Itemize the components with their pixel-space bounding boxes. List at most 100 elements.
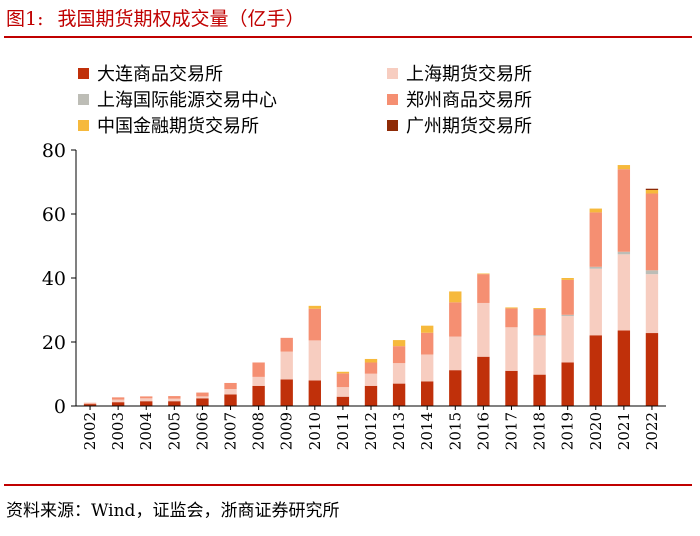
bar-cffex-2021 <box>617 165 631 170</box>
bar-ine-2022 <box>645 270 659 275</box>
x-tick-label-2013: 2013 <box>390 412 408 450</box>
x-axis: 2002 2003 2004 2005 2006 2007 2008 2009 2010 2011… <box>76 405 666 450</box>
bar-shfe-2022 <box>645 274 659 334</box>
bar-gfex-2022 <box>645 188 659 190</box>
bar-dce-2009 <box>280 379 293 406</box>
legend-label-shfe: 上海期货交易所 <box>406 64 532 85</box>
bar-czce-2004 <box>140 396 153 399</box>
bar-shfe-2003 <box>111 399 125 403</box>
x-tick-label-2021: 2021 <box>615 412 633 450</box>
bar-dce-2002 <box>83 404 97 406</box>
bar-ine-2019 <box>561 314 574 317</box>
legend-label-czce: 郑州商品交易所 <box>406 90 532 111</box>
bar-dce-2011 <box>336 396 350 406</box>
bar-dce-2010 <box>308 380 321 406</box>
title-rule <box>4 36 692 38</box>
x-tick-label-2018: 2018 <box>531 412 549 450</box>
bar-ine-2018 <box>533 335 546 337</box>
legend-item-shfe: 上海期货交易所 <box>387 60 532 86</box>
bar-cffex-2014 <box>421 325 434 333</box>
bar-czce-2018 <box>533 309 546 336</box>
bar-shfe-2012 <box>364 373 378 386</box>
x-tick-label-2015: 2015 <box>446 412 464 450</box>
figure-label: 图1: <box>6 8 44 30</box>
bar-cffex-2010 <box>308 305 321 309</box>
bar-shfe-2009 <box>280 351 293 380</box>
legend-label-cffex: 中国金融期货交易所 <box>97 116 259 137</box>
bar-cffex-2015 <box>449 291 462 303</box>
bar-dce-2014 <box>421 381 434 406</box>
bar-czce-2006 <box>196 392 209 397</box>
x-tick-label-2017: 2017 <box>502 412 520 450</box>
legend-swatch-gfex <box>387 119 398 131</box>
bar-shfe-2017 <box>505 327 518 371</box>
bar-cffex-2011 <box>336 371 350 374</box>
x-tick-label-2016: 2016 <box>474 412 492 450</box>
legend-item-cffex: 中国金融期货交易所 <box>78 112 259 138</box>
bar-czce-2008 <box>252 362 265 377</box>
x-tick-label-2014: 2014 <box>418 412 436 450</box>
bar-ine-2021 <box>617 251 631 255</box>
source-note: 资料来源：Wind，证监会，浙商证券研究所 <box>6 501 340 521</box>
bar-dce-2022 <box>645 333 659 406</box>
bar-dce-2016 <box>477 356 490 406</box>
legend-label-ine: 上海国际能源交易中心 <box>97 90 277 111</box>
legend-label-dce: 大连商品交易所 <box>97 64 223 85</box>
bar-shfe-2007 <box>224 389 237 395</box>
bar-dce-2012 <box>364 385 378 406</box>
x-tick-label-2003: 2003 <box>109 412 127 450</box>
legend-swatch-czce <box>387 93 398 105</box>
x-tick-label-2002: 2002 <box>81 412 99 450</box>
bar-dce-2020 <box>589 335 602 406</box>
x-tick-label-2008: 2008 <box>250 412 268 450</box>
bar-shfe-2006 <box>196 396 209 399</box>
bar-czce-2015 <box>449 302 462 337</box>
bar-dce-2015 <box>449 370 462 406</box>
y-tick-label-80: 80 <box>42 140 66 162</box>
bar-czce-2007 <box>224 382 237 390</box>
bar-shfe-2011 <box>336 387 350 397</box>
bar-dce-2007 <box>224 394 237 406</box>
legend-swatch-ine <box>78 93 89 105</box>
x-tick-label-2009: 2009 <box>278 412 296 450</box>
bar-shfe-2019 <box>561 316 574 363</box>
bar-dce-2019 <box>561 362 574 406</box>
bar-czce-2014 <box>421 332 434 355</box>
bar-dce-2005 <box>168 401 181 406</box>
legend-item-gfex: 广州期货交易所 <box>387 112 532 138</box>
bar-dce-2013 <box>392 383 406 406</box>
bar-czce-2009 <box>280 337 293 352</box>
bar-cffex-2019 <box>561 278 574 280</box>
bar-shfe-2020 <box>589 268 602 336</box>
x-tick-label-2004: 2004 <box>137 412 155 450</box>
x-tick-label-2010: 2010 <box>306 412 324 450</box>
x-tick-label-2019: 2019 <box>559 412 577 450</box>
y-axis: 0 20 40 60 80 <box>42 140 77 418</box>
bar-shfe-2004 <box>140 398 153 402</box>
bar-shfe-2005 <box>168 398 181 402</box>
bar-czce-2019 <box>561 279 574 315</box>
bar-dce-2008 <box>252 385 265 406</box>
bar-cffex-2016 <box>477 273 490 275</box>
bar-czce-2010 <box>308 308 321 341</box>
bar-cffex-2020 <box>589 208 602 213</box>
x-tick-label-2012: 2012 <box>362 412 380 450</box>
legend-item-dce: 大连商品交易所 <box>78 60 223 86</box>
y-tick-label-60: 60 <box>42 204 66 226</box>
bar-dce-2018 <box>533 374 546 406</box>
bar-shfe-2021 <box>617 254 631 331</box>
bar-shfe-2010 <box>308 340 321 381</box>
bar-shfe-2018 <box>533 336 546 375</box>
bar-czce-2021 <box>617 169 631 252</box>
y-tick-label-40: 40 <box>42 268 66 290</box>
figure-title-text: 我国期货期权成交量（亿手） <box>57 8 305 30</box>
bar-czce-2016 <box>477 274 490 303</box>
x-tick-label-2020: 2020 <box>587 412 605 450</box>
y-tick-label-20: 20 <box>42 332 66 354</box>
legend-item-czce: 郑州商品交易所 <box>387 86 532 112</box>
bar-dce-2021 <box>617 330 631 406</box>
x-tick-label-2011: 2011 <box>334 412 352 450</box>
x-tick-label-2022: 2022 <box>643 412 661 450</box>
figure-title: 图1: 我国期货期权成交量（亿手） <box>6 4 305 31</box>
bar-shfe-2008 <box>252 376 265 386</box>
